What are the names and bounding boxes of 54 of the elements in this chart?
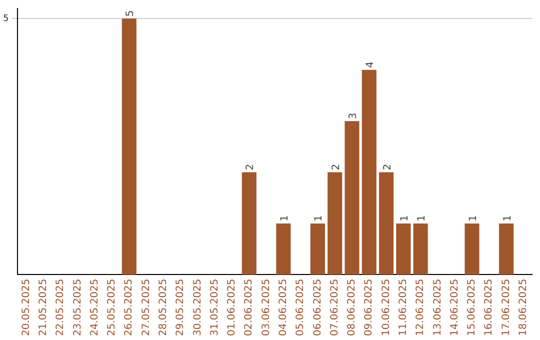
x-tick-label: 04.06.2025 <box>278 278 290 336</box>
bar <box>464 224 480 275</box>
x-tick-label: 16.06.2025 <box>484 278 495 336</box>
x-tick-label: 11.06.2025 <box>398 278 410 336</box>
x-tick-label: 03.06.2025 <box>260 278 272 336</box>
x-tick-label: 08.06.2025 <box>346 278 358 336</box>
x-tick-label: 22.05.2025 <box>55 278 66 336</box>
x-tick-label: 31.05.2025 <box>209 278 220 336</box>
x-tick-label: 10.06.2025 <box>380 278 392 336</box>
data-label: 2 <box>330 164 342 170</box>
bar <box>396 224 411 275</box>
data-label: 3 <box>348 112 360 120</box>
data-label: 1 <box>314 215 325 222</box>
x-tick-label: 09.06.2025 <box>364 278 375 336</box>
x-tick-label: 26.05.2025 <box>124 278 135 336</box>
data-label: 4 <box>365 61 376 68</box>
data-label: 2 <box>382 164 394 170</box>
bar <box>122 18 136 275</box>
bar <box>328 172 342 275</box>
x-tick-label: 25.05.2025 <box>106 278 118 336</box>
data-label: 1 <box>502 215 514 222</box>
x-tick-label: 01.06.2025 <box>226 278 238 336</box>
x-tick-label: 06.06.2025 <box>312 278 324 336</box>
data-label: 1 <box>399 215 410 222</box>
bar <box>276 224 291 275</box>
x-tick-label: 15.06.2025 <box>466 278 478 336</box>
x-tick-label: 17.06.2025 <box>500 278 512 336</box>
x-tick-label: 05.06.2025 <box>295 278 306 336</box>
bar <box>499 224 514 275</box>
bar <box>344 121 360 275</box>
data-label: 2 <box>245 164 256 170</box>
x-tick-label: 24.05.2025 <box>89 278 100 336</box>
x-tick-label: 13.06.2025 <box>432 278 444 336</box>
bar <box>362 70 376 275</box>
bar <box>413 224 428 275</box>
bar <box>310 224 326 275</box>
x-tick-label: 21.05.2025 <box>38 278 50 336</box>
bar <box>242 172 256 275</box>
x-tick-label: 28.05.2025 <box>158 278 170 336</box>
x-tick-label: 12.06.2025 <box>415 278 426 336</box>
x-tick-label: 30.05.2025 <box>192 278 204 336</box>
x-tick-label: 23.05.2025 <box>72 278 84 336</box>
data-label: 1 <box>468 215 479 222</box>
data-label: 5 <box>125 10 136 17</box>
bar <box>379 172 394 275</box>
x-tick-label: 14.06.2025 <box>449 278 460 336</box>
data-label: 1 <box>279 215 290 222</box>
x-tick-label: 20.05.2025 <box>20 278 32 336</box>
x-tick-label: 02.06.2025 <box>244 278 255 336</box>
x-tick-label: 18.06.2025 <box>518 278 530 336</box>
x-tick-label: 07.06.2025 <box>329 278 340 336</box>
x-tick-label: 27.05.2025 <box>140 278 152 336</box>
data-label: 1 <box>416 215 428 222</box>
x-tick-label: 29.05.2025 <box>175 278 186 336</box>
